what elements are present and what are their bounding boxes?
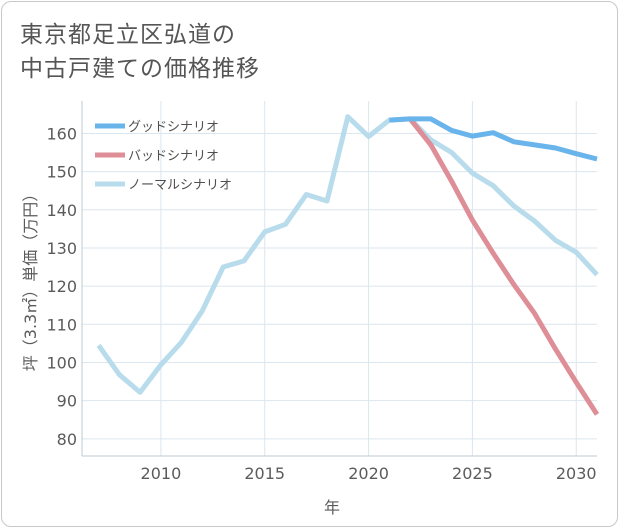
x-axis-ticks: 2010 2015 2020 2025 2030 (141, 464, 597, 483)
y-tick-label-90: 90 (57, 392, 77, 411)
y-axis-ticks: 80 90 100 110 120 130 140 150 160 (46, 124, 77, 448)
series-line-2 (96, 114, 599, 395)
chart-title-line2: 中古戸建ての価格推移 (20, 56, 260, 82)
x-tick-label-2015: 2015 (244, 464, 285, 483)
y-tick-label-80: 80 (57, 430, 77, 449)
y-tick-label-120: 120 (46, 277, 77, 296)
x-axis-title: 年 (324, 498, 340, 517)
y-tick-label-100: 100 (46, 353, 77, 372)
chart-title: 東京都足立区弘道の 中古戸建ての価格推移 (20, 18, 260, 86)
plot-frame (81, 101, 597, 457)
legend-label-2: ノーマルシナリオ (128, 178, 232, 193)
grid-lines (82, 101, 597, 456)
x-tick-label-2030: 2030 (556, 464, 597, 483)
y-tick-label-130: 130 (46, 239, 77, 258)
x-tick-label-2020: 2020 (348, 464, 389, 483)
y-axis-title: 坪（3.3㎡）単価（万円） (21, 186, 40, 371)
x-tick-label-2025: 2025 (452, 464, 493, 483)
legend-label-0: グッドシナリオ (128, 120, 219, 135)
series-line-1 (408, 117, 600, 416)
chart-title-line1: 東京都足立区弘道の (20, 22, 236, 48)
x-tick-label-2010: 2010 (141, 464, 182, 483)
legend-label-1: バッドシナリオ (128, 149, 219, 164)
y-tick-label-150: 150 (46, 163, 77, 182)
y-tick-label-140: 140 (46, 201, 77, 220)
y-tick-label-160: 160 (46, 124, 77, 143)
y-tick-label-110: 110 (46, 315, 77, 334)
series-lines (96, 114, 600, 416)
series-line-0 (389, 116, 598, 162)
